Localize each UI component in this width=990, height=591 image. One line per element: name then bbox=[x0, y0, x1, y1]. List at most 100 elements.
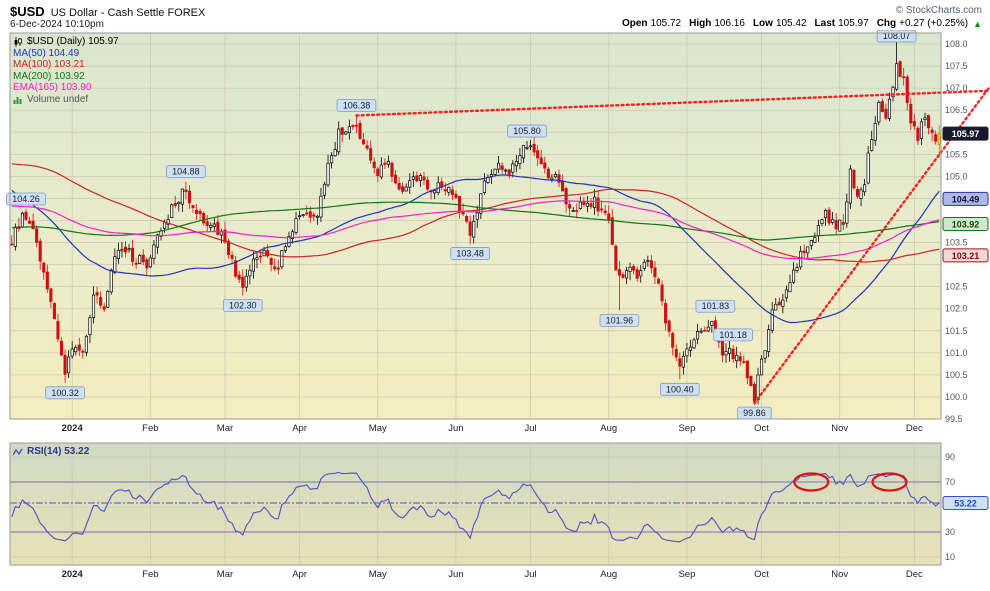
svg-text:Aug: Aug bbox=[600, 569, 617, 580]
svg-text:Oct: Oct bbox=[754, 423, 769, 434]
rsi-axis-right: 90 70 30 10 bbox=[945, 452, 955, 562]
chart-datetime: 6-Dec-2024 10:10pm bbox=[10, 19, 104, 30]
svg-text:2024: 2024 bbox=[62, 569, 84, 580]
legend-ma200: MA(200) 103.92 bbox=[13, 70, 85, 82]
svg-text:90: 90 bbox=[945, 452, 955, 462]
svg-text:106.38: 106.38 bbox=[343, 100, 371, 110]
svg-text:104.49: 104.49 bbox=[952, 194, 980, 204]
svg-text:101.96: 101.96 bbox=[606, 315, 634, 325]
indicator-icon bbox=[13, 447, 23, 457]
quote-bar: Open 105.72 High 106.16 Low 105.42 Last … bbox=[614, 18, 982, 29]
price-annotation: 105.80 bbox=[507, 124, 547, 138]
stockcharts-copyright-link[interactable]: © StockCharts.com bbox=[895, 5, 982, 16]
svg-text:100.40: 100.40 bbox=[666, 384, 694, 394]
chart-header: $USD US Dollar - Cash Settle FOREX bbox=[10, 4, 205, 19]
rsi-x-axis: 2024 Feb Mar Apr May Jun Jul Aug Sep Oct Nov Dec bbox=[62, 569, 923, 580]
legend-ma100: MA(100) 103.21 bbox=[13, 59, 85, 70]
svg-text:104.88: 104.88 bbox=[172, 167, 200, 177]
price-annotation: 104.88 bbox=[166, 165, 206, 179]
trendline-1 bbox=[355, 89, 990, 117]
rsi-panel-border bbox=[9, 442, 942, 566]
svg-text:104.26: 104.26 bbox=[12, 194, 40, 204]
instrument-title: US Dollar - Cash Settle FOREX bbox=[50, 7, 206, 19]
price-annotation: 100.32 bbox=[45, 386, 85, 400]
svg-text:106.5: 106.5 bbox=[945, 105, 968, 115]
legend-ma50: MA(50) 104.49 bbox=[13, 47, 80, 59]
svg-text:Feb: Feb bbox=[142, 423, 158, 434]
ema165-line bbox=[11, 200, 940, 260]
svg-text:Apr: Apr bbox=[292, 569, 307, 580]
price-x-axis: 2024 Feb Mar Apr May Jun Jul Aug Sep Oct Nov Dec bbox=[62, 423, 923, 434]
svg-text:2024: 2024 bbox=[62, 423, 84, 434]
svg-text:107.5: 107.5 bbox=[945, 61, 968, 71]
price-annotation: 104.26 bbox=[6, 192, 46, 206]
price-annotation: 101.18 bbox=[713, 328, 753, 342]
rsi-highlight-ellipse-1 bbox=[793, 472, 830, 492]
ma50-line bbox=[11, 174, 940, 324]
svg-text:108.0: 108.0 bbox=[945, 39, 968, 49]
price-axis-right: 100.0 100.5 101.0 101.5 102.0 102.5 103.5 105.0… bbox=[945, 39, 968, 424]
low-value: 105.42 bbox=[775, 18, 807, 29]
axis-badge-105.97: 105.97 bbox=[942, 126, 989, 141]
svg-text:Jul: Jul bbox=[525, 569, 537, 580]
svg-text:107.0: 107.0 bbox=[945, 83, 968, 93]
rsi-legend-label: RSI(14) 53.22 bbox=[27, 446, 90, 457]
svg-text:Sep: Sep bbox=[678, 423, 695, 434]
price-annotation: 101.96 bbox=[599, 314, 640, 327]
svg-text:101.83: 101.83 bbox=[702, 301, 730, 311]
price-panel-background bbox=[10, 33, 941, 419]
svg-text:103.48: 103.48 bbox=[456, 248, 484, 258]
symbol: $USD bbox=[10, 4, 45, 19]
svg-text:108.07: 108.07 bbox=[883, 31, 911, 41]
svg-text:105.80: 105.80 bbox=[513, 126, 541, 136]
svg-text:Oct: Oct bbox=[754, 569, 769, 580]
svg-text:103.92: 103.92 bbox=[952, 220, 980, 230]
high-label: High bbox=[689, 18, 712, 29]
legend-volume: Volume undef bbox=[27, 93, 89, 105]
svg-text:103.5: 103.5 bbox=[945, 238, 968, 248]
svg-text:Mar: Mar bbox=[217, 423, 233, 434]
price-annotation: 103.48 bbox=[450, 247, 490, 260]
rsi-line bbox=[11, 471, 940, 543]
ma200-line bbox=[11, 201, 940, 241]
volume-bars-icon bbox=[13, 94, 23, 105]
svg-text:Jun: Jun bbox=[448, 569, 463, 580]
open-label: Open bbox=[621, 18, 648, 29]
svg-text:10: 10 bbox=[945, 552, 955, 562]
candlestick-icon bbox=[13, 36, 23, 47]
rsi-legend: RSI(14) 53.22 bbox=[13, 446, 89, 457]
rsi-indicator-panel: 90 70 30 10 53.22 2024 Feb Mar Apr May Jun Jul Aug Se… bbox=[9, 442, 989, 580]
svg-text:Nov: Nov bbox=[831, 423, 848, 434]
legend-ema165: EMA(165) 103.90 bbox=[13, 82, 92, 93]
svg-text:99.86: 99.86 bbox=[743, 408, 766, 418]
svg-text:102.5: 102.5 bbox=[945, 282, 968, 292]
svg-text:May: May bbox=[369, 423, 387, 434]
svg-text:Apr: Apr bbox=[292, 423, 307, 434]
rsi-panel-background bbox=[10, 443, 941, 565]
open-value: 105.72 bbox=[650, 18, 682, 29]
price-annotation: 100.40 bbox=[660, 382, 700, 396]
svg-text:Nov: Nov bbox=[831, 569, 848, 580]
price-annotation: 108.07 bbox=[876, 30, 917, 43]
last-label: Last bbox=[814, 18, 836, 29]
change-up-icon: ▲ bbox=[973, 18, 982, 29]
svg-text:101.18: 101.18 bbox=[719, 330, 747, 340]
svg-text:Jul: Jul bbox=[525, 423, 537, 434]
svg-text:101.0: 101.0 bbox=[945, 348, 968, 358]
svg-text:Sep: Sep bbox=[678, 569, 695, 580]
svg-text:Aug: Aug bbox=[600, 423, 617, 434]
legend-symbol: $USD (Daily) 105.97 bbox=[27, 36, 119, 47]
last-value: 105.97 bbox=[838, 18, 869, 29]
price-annotation: 102.30 bbox=[222, 299, 263, 312]
svg-text:Dec: Dec bbox=[906, 569, 923, 580]
svg-text:Jun: Jun bbox=[448, 423, 463, 434]
ma100-line bbox=[11, 163, 940, 263]
change-label: Chg bbox=[876, 18, 897, 29]
svg-text:May: May bbox=[369, 569, 387, 580]
axis-badge-103.21: 103.21 bbox=[942, 248, 989, 263]
price-annotation: 99.86 bbox=[737, 406, 772, 420]
svg-text:105.5: 105.5 bbox=[945, 149, 968, 159]
svg-text:100.5: 100.5 bbox=[945, 370, 968, 380]
svg-text:105.97: 105.97 bbox=[952, 129, 980, 139]
